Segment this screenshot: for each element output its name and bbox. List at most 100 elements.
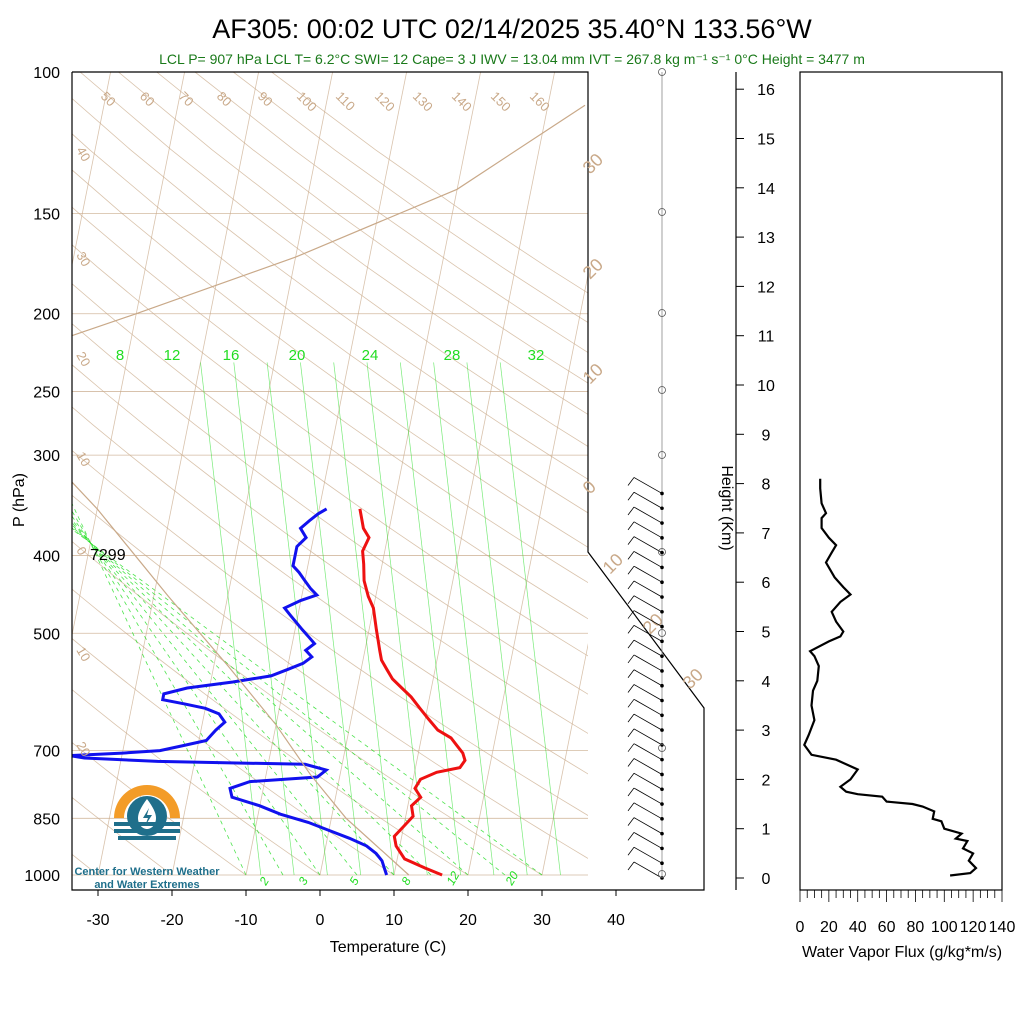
- wind-barb-shaft: [633, 743, 663, 761]
- wind-barb-feather: [627, 861, 635, 871]
- flux-axis-title: Water Vapor Flux (g/kg*m/s): [802, 944, 1002, 961]
- isotherm-line: [97, 72, 259, 876]
- flux-tick-label: 140: [989, 919, 1016, 936]
- wind-barb-shaft: [633, 817, 663, 834]
- pressure-tick-label: 100: [33, 65, 60, 82]
- wind-barb-feather: [627, 625, 635, 634]
- wind-barb-feather: [627, 713, 635, 723]
- wind-barb-feather: [627, 832, 635, 841]
- wind-barb-shaft: [633, 536, 663, 553]
- moist-adiabat-line: [72, 515, 321, 876]
- mixing-ratio-label: 16: [223, 347, 240, 364]
- isotherm-line: [541, 642, 588, 876]
- temperature-profile-line: [358, 508, 467, 877]
- isotherm-label-right: 10: [599, 550, 627, 578]
- dry-adiabat-line: [72, 638, 395, 876]
- isotherm-line: [319, 72, 481, 876]
- parcel-path-line: [72, 104, 586, 876]
- isotherm-label-right: 20: [639, 610, 667, 638]
- flux-tick-label: 20: [820, 919, 838, 936]
- height-tick-label: 13: [757, 230, 775, 247]
- skew-t-series: [72, 104, 586, 877]
- wind-barb-feather: [627, 521, 635, 531]
- cw3e-logo: Center for Western Weather and Water Ext…: [74, 785, 220, 891]
- wind-barb-shaft: [633, 787, 663, 805]
- height-tick-label: 12: [757, 279, 775, 296]
- pressure-tick-label: 250: [33, 385, 60, 402]
- mixing-ratio-label: 20: [289, 347, 306, 364]
- dry-adiabat-line: [271, 72, 588, 294]
- height-tick-label: 10: [757, 378, 775, 395]
- height-tick-label: 2: [762, 772, 771, 789]
- mixing-ratio-label: 12: [164, 347, 181, 364]
- isotherm-label-right: 30: [679, 665, 707, 693]
- wind-barbs: [627, 68, 666, 880]
- temperature-axis-title: Temperature (C): [330, 939, 446, 956]
- flux-tick-label: 100: [931, 919, 958, 936]
- wind-barb-shaft: [633, 551, 663, 568]
- mixing-ratio-label-bottom: 2: [256, 874, 272, 888]
- pressure-tick-label: 200: [33, 307, 60, 324]
- height-tick-label: 6: [762, 575, 771, 592]
- wind-barb-feather: [627, 846, 635, 856]
- mixing-ratio-label: 8: [116, 347, 124, 364]
- temperature-tick-label: 40: [607, 912, 625, 929]
- wind-barb-feather: [627, 565, 635, 575]
- skew-t-grid: [72, 72, 925, 876]
- isotherm-line: [171, 72, 333, 876]
- isotherm-line: [764, 72, 925, 875]
- wind-barb-feather: [627, 610, 635, 619]
- adiabat-label: 40: [73, 144, 93, 164]
- mixing-ratio-label-bottom: 3: [295, 874, 311, 887]
- height-tick-label: 0: [762, 871, 771, 888]
- dry-adiabat-line: [79, 72, 588, 447]
- wind-barb-shaft: [633, 639, 663, 657]
- mixing-ratio-line: [499, 362, 561, 876]
- isotherm-line: [72, 72, 185, 638]
- adiabat-label: 10: [73, 644, 93, 664]
- height-tick-label: 1: [762, 822, 771, 839]
- wind-barb-feather: [627, 492, 635, 501]
- wind-barb-shaft: [633, 772, 663, 790]
- dry-adiabat-line: [156, 72, 588, 384]
- height-tick-label: 7: [762, 526, 771, 543]
- dry-adiabat-line: [72, 169, 588, 548]
- dry-adiabat-line: [194, 72, 588, 354]
- height-tick-label: 9: [762, 427, 771, 444]
- wind-barb-shaft: [633, 698, 663, 716]
- pressure-level-circle: [658, 208, 666, 216]
- wind-barb-feather: [627, 758, 635, 767]
- wind-barb-shaft: [633, 610, 663, 627]
- isotherm-label: 150: [488, 89, 514, 115]
- isotherm-label: 110: [333, 89, 358, 114]
- pressure-level-circle: [658, 386, 666, 394]
- height-tick-label: 3: [762, 723, 771, 740]
- flux-panel-frame: [799, 71, 1003, 891]
- wind-barb-feather: [627, 595, 635, 605]
- mixing-ratio-line: [200, 362, 262, 876]
- wind-barb-feather: [627, 728, 635, 738]
- wind-barb-feather: [627, 536, 635, 545]
- pressure-tick-label: 1000: [24, 868, 60, 885]
- moist-adiabat-line: [72, 519, 358, 876]
- chart-stats-subtitle: LCL P= 907 hPa LCL T= 6.2°C SWI= 12 Cape…: [159, 51, 865, 67]
- wind-barb-shaft: [633, 565, 663, 583]
- isotherm-line: [72, 72, 111, 268]
- wind-barb-feather: [627, 802, 635, 812]
- wind-barb-feather: [627, 787, 635, 797]
- wind-barb-feather: [627, 699, 635, 708]
- flux-axes: 0 20 40 60 80 100 120 140 Water Vapor Flux (g/kg…: [796, 890, 1016, 961]
- logo-bolt-icon: [143, 808, 152, 826]
- dry-adiabat-line: [72, 206, 588, 584]
- wind-barb-feather: [627, 477, 635, 486]
- dry-adiabat-line: [72, 323, 588, 695]
- temperature-tick-label: 20: [459, 912, 477, 929]
- wind-station-dot: [660, 491, 664, 496]
- flux-tick-label: 80: [907, 919, 925, 936]
- adiabat-label: 20: [73, 739, 93, 759]
- pressure-axis-title: P (hPa): [11, 473, 28, 527]
- isotherm-label-right: 30: [579, 150, 607, 178]
- dry-adiabat-line: [72, 741, 247, 876]
- wind-barb-shaft: [633, 506, 663, 524]
